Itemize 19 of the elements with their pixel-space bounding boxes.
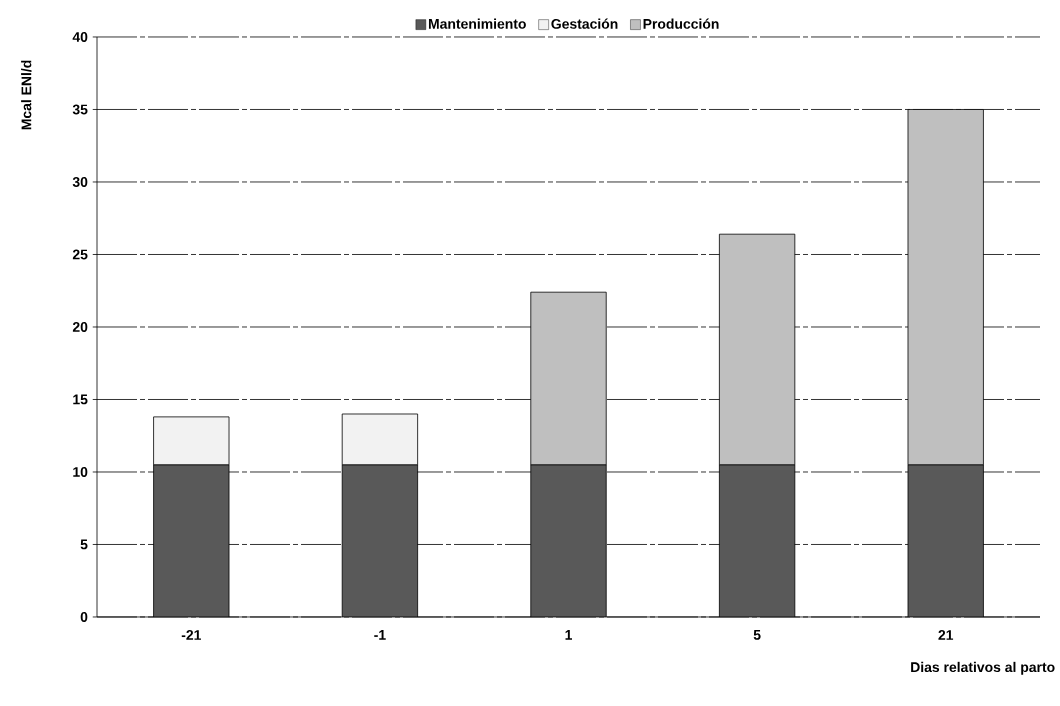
x-tick-label: 5 bbox=[753, 630, 761, 640]
legend-label: Mantenimiento bbox=[428, 18, 526, 29]
y-tick-label: 0 bbox=[80, 612, 88, 622]
x-tick-label: -1 bbox=[374, 630, 386, 640]
y-tick-label: 30 bbox=[72, 177, 88, 187]
y-axis-title: Mcal ENl/d bbox=[21, 60, 32, 130]
x-tick-label: -21 bbox=[181, 630, 201, 640]
x-tick-label: 1 bbox=[565, 630, 573, 640]
y-tick-label: 5 bbox=[80, 539, 88, 550]
legend-label: Gestación bbox=[551, 18, 618, 29]
y-tick-label: 25 bbox=[72, 249, 88, 260]
x-axis-title: Dias relativos al parto bbox=[911, 661, 1055, 675]
legend-label: Producción bbox=[643, 18, 719, 29]
y-tick-label: 20 bbox=[72, 322, 88, 332]
x-tick-label: 21 bbox=[938, 630, 954, 640]
y-tick-label: 15 bbox=[73, 394, 88, 405]
y-tick-label: 10 bbox=[73, 467, 88, 477]
y-tick-label: 40 bbox=[72, 32, 88, 42]
y-tick-label: 35 bbox=[72, 104, 88, 115]
